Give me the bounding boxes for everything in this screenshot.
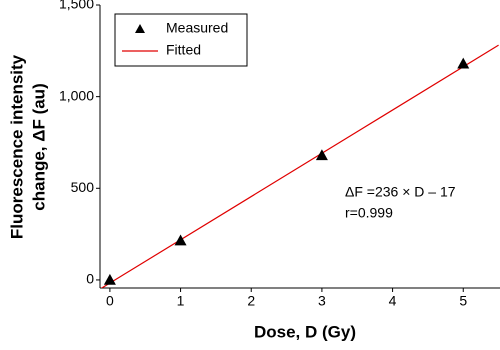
x-tick-label: 5 <box>459 293 467 309</box>
data-point <box>174 234 187 246</box>
data-point <box>315 149 328 161</box>
legend <box>114 13 248 67</box>
annotation: r=0.999 <box>345 205 393 221</box>
x-tick-label: 0 <box>106 293 114 309</box>
y-axis-label: change, ΔF (au) <box>29 83 48 210</box>
x-tick-label: 1 <box>177 293 185 309</box>
y-tick-label: 1,500 <box>59 0 94 12</box>
x-tick-label: 3 <box>318 293 326 309</box>
legend-label: Fitted <box>166 42 201 58</box>
y-tick-label: 0 <box>86 271 94 287</box>
x-tick-label: 4 <box>389 293 397 309</box>
data-point <box>103 273 116 285</box>
legend-label: Measured <box>166 20 228 36</box>
x-tick-label: 2 <box>247 293 255 309</box>
x-axis-label: Dose, D (Gy) <box>254 322 356 341</box>
y-tick-label: 500 <box>71 179 95 195</box>
annotation: ΔF =236 × D – 17 <box>345 184 456 200</box>
y-axis-label: Fluorescence intensity <box>7 54 26 239</box>
plot-area <box>100 44 499 288</box>
legend-marker <box>135 24 145 33</box>
y-tick-label: 1,000 <box>59 87 94 103</box>
data-point <box>457 57 470 69</box>
fit-line <box>100 44 499 288</box>
